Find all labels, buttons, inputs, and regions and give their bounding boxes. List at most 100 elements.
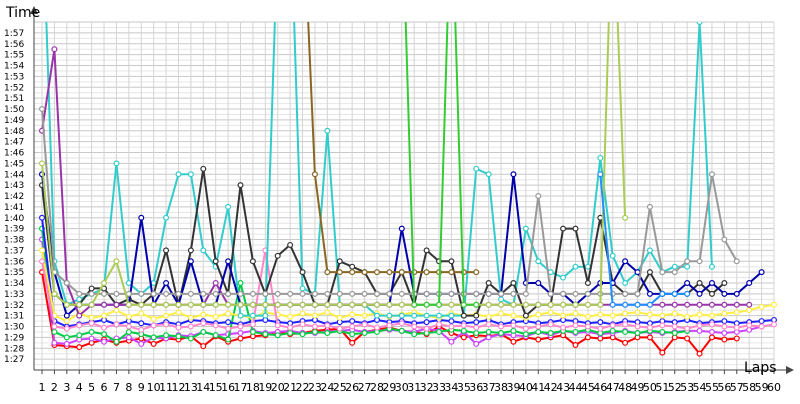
data-point (535, 311, 542, 318)
data-point (584, 280, 591, 287)
data-point (262, 290, 269, 297)
data-point (510, 290, 517, 297)
data-point (163, 290, 170, 297)
data-point (684, 325, 691, 332)
data-point (485, 328, 492, 335)
y-tick-label: 1:49 (4, 116, 24, 126)
data-point (225, 203, 232, 210)
x-tick-label: 29 (382, 381, 396, 394)
y-tick-label: 1:41 (4, 203, 24, 213)
data-point (584, 323, 591, 330)
y-tick-label: 1:31 (4, 312, 24, 322)
data-point (696, 22, 703, 25)
data-point (535, 301, 542, 308)
data-point (225, 325, 232, 332)
data-point (76, 344, 83, 351)
data-point (324, 322, 331, 329)
data-point (659, 301, 666, 308)
data-point (671, 290, 678, 297)
data-point (696, 258, 703, 265)
data-point (88, 320, 95, 327)
data-point (510, 301, 517, 308)
data-point (597, 319, 604, 326)
data-point (138, 290, 145, 297)
data-point (38, 105, 45, 112)
data-point (560, 225, 567, 232)
y-tick-label: 1:57 (4, 29, 24, 39)
data-point (746, 280, 753, 287)
data-point (336, 290, 343, 297)
data-point (646, 301, 653, 308)
data-point (696, 350, 703, 357)
data-point (733, 335, 740, 342)
data-point (249, 321, 256, 328)
data-point (101, 301, 108, 308)
data-point (349, 339, 356, 346)
data-point (187, 301, 194, 308)
data-point (187, 171, 194, 178)
data-point (311, 328, 318, 335)
y-tick-label: 1:54 (4, 62, 24, 72)
data-point (361, 321, 368, 328)
data-point (150, 340, 157, 347)
data-point (88, 285, 95, 292)
x-tick-label: 3 (63, 381, 70, 394)
data-point (646, 334, 653, 341)
data-point (63, 340, 70, 347)
data-point (708, 290, 715, 297)
x-tick-label: 41 (531, 381, 545, 394)
data-point (125, 323, 132, 330)
data-point (63, 334, 70, 341)
data-point (324, 269, 331, 276)
data-point (311, 323, 318, 330)
data-point (274, 301, 281, 308)
data-point (398, 290, 405, 297)
y-tick-label: 1:46 (4, 149, 24, 159)
data-point (349, 290, 356, 297)
axis-layer: 1:271:281:291:301:311:321:331:341:351:36… (4, 6, 794, 394)
x-tick-label: 33 (432, 381, 446, 394)
x-tick-label: 56 (717, 381, 731, 394)
data-point (138, 301, 145, 308)
data-point (473, 290, 480, 297)
data-point (398, 327, 405, 334)
data-point (163, 214, 170, 221)
y-tick-label: 1:30 (4, 323, 24, 333)
x-tick-label: 35 (457, 381, 471, 394)
data-point (733, 258, 740, 265)
x-tick-label: 45 (581, 381, 595, 394)
y-tick-label: 1:55 (4, 51, 24, 61)
data-point (187, 314, 194, 321)
data-point (634, 323, 641, 330)
data-point (560, 274, 567, 281)
x-tick-label: 58 (742, 381, 756, 394)
data-point (113, 307, 120, 314)
data-point (113, 160, 120, 167)
data-point (547, 330, 554, 337)
data-point (758, 269, 765, 276)
data-point (200, 320, 207, 327)
data-point (200, 343, 207, 350)
data-point (187, 258, 194, 265)
data-point (125, 280, 132, 287)
data-point (671, 269, 678, 276)
data-point (535, 323, 542, 330)
data-point (708, 301, 715, 308)
x-tick-label: 16 (221, 381, 235, 394)
data-point (212, 301, 219, 308)
data-point (721, 280, 728, 287)
data-point (349, 318, 356, 325)
data-point (646, 290, 653, 297)
y-tick-label: 1:28 (4, 344, 24, 354)
data-point (237, 323, 244, 330)
data-point (684, 263, 691, 270)
data-point (200, 247, 207, 254)
data-point (287, 324, 294, 331)
data-point (634, 301, 641, 308)
data-point (696, 301, 703, 308)
data-point (324, 309, 331, 316)
data-point (498, 323, 505, 330)
data-point (386, 269, 393, 276)
data-point (88, 301, 95, 308)
